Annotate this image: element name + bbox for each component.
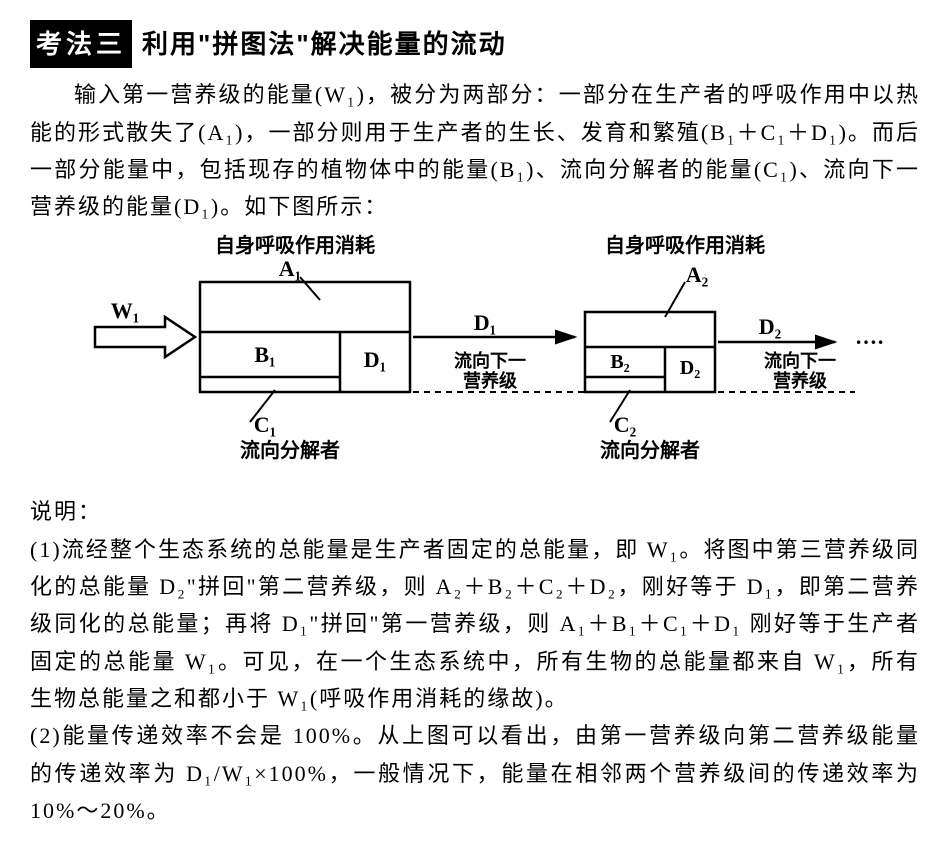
label-d2-arrow: D₂ [759,314,782,339]
label-d2-box: D₂ [680,357,700,379]
label-resp-left: 自身呼吸作用消耗 [215,233,375,257]
method-badge: 考法三 [30,20,132,68]
label-next-2a: 流向下一 [764,350,836,371]
label-d1-box: D₁ [364,347,386,372]
label-b1: B₁ [254,342,275,367]
label-b2: B₂ [610,351,629,373]
energy-flow-diagram: 自身呼吸作用消耗 自身呼吸作用消耗 W₁ A₁ B₁ D₁ C₁ 流向分解者 D… [30,232,920,483]
explain-p1: (1)流经整个生态系统的总能量是生产者固定的总能量，即 W₁。将图中第三营养级同… [30,531,920,718]
label-dots: …… [855,324,885,349]
box-level2 [585,312,715,392]
explain-p2: (2)能量传递效率不会是 100%。从上图可以看出，由第一营养级向第二营养级能量… [30,717,920,829]
page-title: 利用"拼图法"解决能量的流动 [142,22,507,66]
arrow-w1 [95,317,195,357]
label-decomp-1: 流向分解者 [240,438,340,462]
label-c1: C₁ [254,412,276,437]
label-a2: A₂ [686,262,709,287]
label-next-1a: 流向下一 [454,350,526,371]
box-level1 [200,282,410,392]
label-a1: A₁ [279,256,301,281]
header: 考法三 利用"拼图法"解决能量的流动 [30,20,920,68]
label-resp-right: 自身呼吸作用消耗 [605,233,765,257]
label-d1-arrow: D₁ [474,310,496,335]
label-next-1b: 营养级 [463,370,518,391]
label-next-2b: 营养级 [773,370,828,391]
intro-paragraph: 输入第一营养级的能量(W₁)，被分为两部分：一部分在生产者的呼吸作用中以热能的形… [30,76,920,226]
label-w1: W₁ [111,298,140,323]
label-decomp-2: 流向分解者 [600,438,700,462]
label-c2: C₂ [614,412,637,437]
explain-heading: 说明： [30,493,920,530]
